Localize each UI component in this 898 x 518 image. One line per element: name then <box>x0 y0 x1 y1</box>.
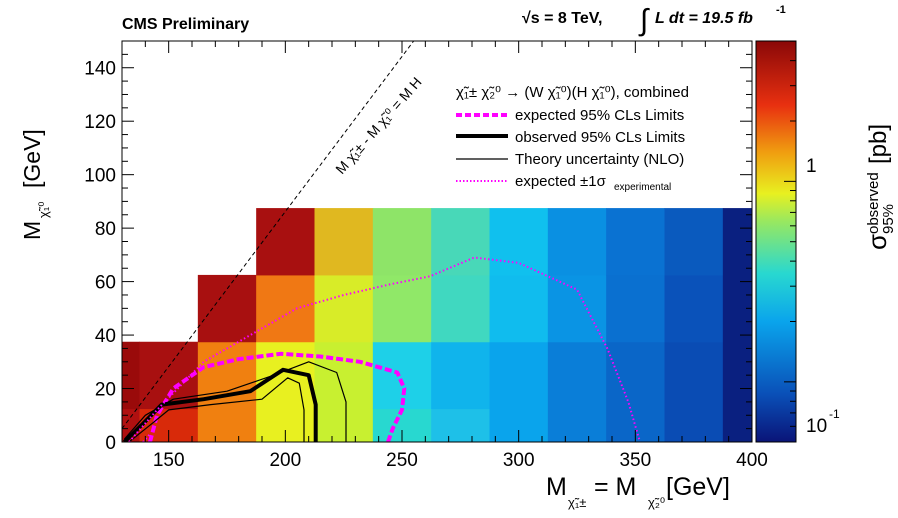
y-tick-label: 100 <box>84 166 116 187</box>
heatmap-cells <box>122 208 752 442</box>
contour-expected <box>148 351 407 442</box>
heatmap-cell <box>314 274 374 343</box>
heatmap-cell <box>139 341 199 410</box>
x-tick-label: 350 <box>619 450 651 471</box>
heatmap-cell <box>489 274 549 343</box>
y-tick-label: 40 <box>95 326 116 347</box>
z-axis-label-sub: 95% <box>880 204 897 234</box>
heatmap-cell <box>489 208 549 276</box>
contour-sigma <box>142 433 151 442</box>
header-left: CMS Preliminary <box>122 16 249 33</box>
heatmap-cell <box>372 274 432 343</box>
legend-label-sigma: expected ±1σ <box>515 173 607 190</box>
heatmap-cell <box>122 341 140 410</box>
diagonal-label: M χ̃₁± - M χ̃₁⁰ = M H <box>332 74 425 177</box>
header-right: √s = 8 TeV, ∫ L dt = 19.5 fb -1 <box>522 4 786 37</box>
heatmap-cell <box>256 208 315 276</box>
heatmap-cell <box>256 274 315 343</box>
y-tick-label: 140 <box>84 59 116 80</box>
x-axis-label: M χ̃₁± = M χ̃₂⁰ [GeV] <box>546 473 730 510</box>
heatmap-cell <box>664 274 724 343</box>
header-lumi-exp: -1 <box>776 4 786 16</box>
diagonal-kinematic-line-group <box>122 41 415 429</box>
contour-theory <box>123 361 347 442</box>
colorbar-ticks <box>784 40 796 427</box>
y-tick-label: 20 <box>95 380 116 401</box>
legend-label-observed: observed 95% CLs Limits <box>515 129 685 146</box>
x-tick-label: 200 <box>269 450 301 471</box>
y-axis-label-unit: [GeV] <box>19 129 45 188</box>
diagonal-label-text: M χ̃₁± - M χ̃₁⁰ = M H <box>332 74 425 177</box>
heatmap-cell <box>722 208 752 442</box>
colorbar <box>755 40 797 443</box>
y-tick-label: 80 <box>95 219 116 240</box>
heatmap-cell <box>372 341 432 410</box>
legend-label-expected: expected 95% CLs Limits <box>515 107 684 124</box>
colorbar-label-1: 1 <box>806 156 817 177</box>
y-tick-label: 120 <box>84 112 116 133</box>
heatmap-cell <box>431 208 490 276</box>
x-tick-label: 150 <box>153 450 185 471</box>
heatmap-cell <box>372 208 432 276</box>
header-lumi: L dt = 19.5 fb <box>655 10 753 27</box>
y-axis-ticks: 0 20 40 60 80 100 120 140 <box>84 40 752 454</box>
heatmap-cell <box>664 341 724 442</box>
y-tick-label: 60 <box>95 273 116 294</box>
heatmap-cell <box>606 341 665 442</box>
x-axis-label-unit: [GeV] <box>666 473 730 501</box>
x-axis-label-main: M <box>546 473 567 501</box>
x-axis-label-sub2: χ̃₂⁰ <box>648 495 665 510</box>
heatmap-cell <box>314 341 374 442</box>
heatmap-cell <box>431 341 490 410</box>
x-tick-label: 400 <box>736 450 768 471</box>
colorbar-label-10: 10 <box>806 416 827 437</box>
heatmap-cell <box>547 341 607 442</box>
heatmap-cell <box>197 274 257 343</box>
heatmap-cell <box>664 208 724 276</box>
heatmap-cell <box>547 208 607 276</box>
y-axis-label-sub: χ̃₁⁰ <box>36 202 51 218</box>
x-tick-label: 250 <box>386 450 418 471</box>
heatmap-cell <box>431 274 490 343</box>
heatmap-cell <box>489 341 549 442</box>
legend-title: χ̃₁± χ̃₂⁰ → (W χ̃₁⁰)(H χ̃₁⁰), combined <box>456 84 689 101</box>
legend-label-sigma-sub: experimental <box>614 182 671 193</box>
diagonal-kinematic-line <box>122 41 415 429</box>
y-tick-label: 0 <box>105 433 116 454</box>
legend-label-theory: Theory uncertainty (NLO) <box>515 151 684 168</box>
heatmap-cell <box>606 274 665 343</box>
x-axis-label-sub1: χ̃₁± <box>568 495 586 510</box>
y-axis-label: M χ̃₁⁰ [GeV] <box>19 129 51 240</box>
y-axis-label-main: M <box>19 221 45 240</box>
x-axis-ticks: 150 200 250 300 350 400 <box>121 41 768 471</box>
z-axis-label-sup: observed <box>865 172 882 234</box>
limit-contours <box>122 256 641 442</box>
header-energy: √s = 8 TeV, <box>522 10 602 27</box>
x-tick-label: 300 <box>503 450 535 471</box>
heatmap-cell <box>547 274 607 343</box>
z-axis-label: σ observed 95% [pb] <box>862 124 897 250</box>
heatmap-cell <box>256 341 315 442</box>
heatmap-cell <box>314 208 374 276</box>
z-axis-label-main: σ <box>862 234 892 250</box>
colorbar-label-exp: -1 <box>829 407 840 421</box>
header-integral: ∫ <box>638 4 650 37</box>
heatmap-cell <box>431 408 490 442</box>
x-axis-label-mid: = M <box>594 473 636 501</box>
legend: χ̃₁± χ̃₂⁰ → (W χ̃₁⁰)(H χ̃₁⁰), combined e… <box>456 84 689 193</box>
heatmap-cell <box>606 208 665 276</box>
contour-observed <box>122 367 318 442</box>
z-axis-label-unit: [pb] <box>865 124 892 164</box>
contour-theory <box>128 377 305 442</box>
